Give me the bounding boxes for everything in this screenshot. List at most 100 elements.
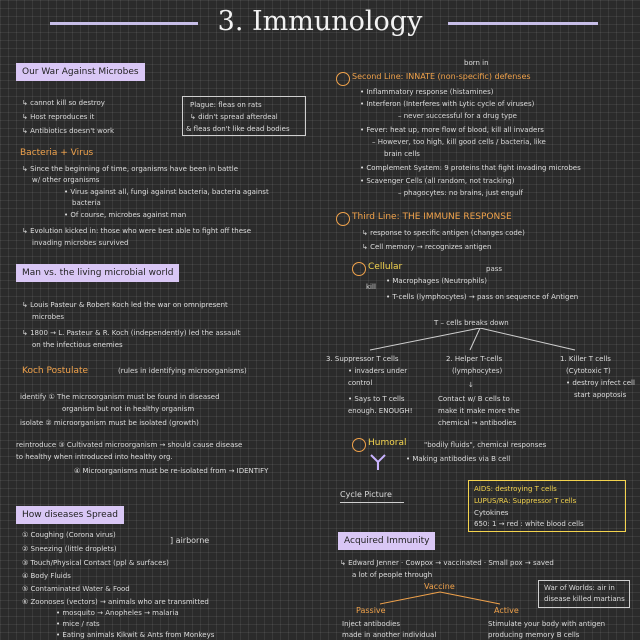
second-line-5: – However, too high, kill good cells / b… (372, 138, 546, 146)
kill-note: kill (366, 283, 376, 291)
second-line-9: – phagocytes: no brains, just engulf (398, 189, 523, 197)
cycle-picture-label: Cycle Picture (340, 490, 392, 499)
plague-line-3: & fleas don't like dead bodies (186, 125, 290, 133)
active-line-2: producing memory B cells (488, 631, 580, 639)
col2-line-4: Contact w/ B cells to (438, 395, 510, 403)
spread-line-4: ④ Body Fluids (22, 572, 71, 580)
second-line-1: • Inflammatory response (histamines) (360, 88, 494, 96)
third-line-number-circle (336, 212, 350, 226)
war-line-2: ↳ Host reproduces it (22, 113, 95, 121)
man-line-3: ↳ 1800 → L. Pasteur & R. Koch (independe… (22, 329, 241, 337)
bv-line-1: ↳ Since the beginning of time, organisms… (22, 165, 238, 173)
war-of-worlds-line-1: War of Worlds: air in (544, 584, 615, 592)
passive-line-1: Inject antibodies (342, 620, 401, 628)
title-rule-right (448, 22, 598, 25)
third-line-2: ↳ Cell memory → recognizes antigen (362, 243, 492, 251)
second-line-4: • Fever: heat up, more flow of blood, ki… (360, 126, 544, 134)
col2-line-3: ↓ (468, 381, 474, 389)
spread-line-1: ① Coughing (Corona virus) (22, 531, 116, 539)
man-heading: Man vs. the living microbial world (16, 264, 180, 282)
col2-line-5: make it make more the (438, 407, 520, 415)
koch-line-4: reintroduce ③ Cultivated microorganism →… (16, 441, 243, 449)
cellular-number-circle (352, 262, 366, 276)
humoral-number-circle (352, 438, 366, 452)
spread-line-5: ⑤ Contaminated Water & Food (22, 585, 130, 593)
acquired-line-1: ↳ Edward Jenner · Cowpox → vaccinated · … (340, 559, 554, 567)
second-line-heading: Second Line: INNATE (non-specific) defen… (352, 72, 531, 81)
third-line-heading: Third Line: THE IMMUNE RESPONSE (352, 212, 512, 222)
pass-note: pass (486, 265, 503, 273)
acquired-heading: Acquired Immunity (338, 532, 436, 550)
spread-line-2: ② Sneezing (little droplets) (22, 545, 117, 553)
spread-line-7: • mosquito → Anopheles → malaria (56, 609, 179, 617)
koch-line-1: identify ① The microorganism must be fou… (20, 393, 220, 401)
cycle-underline (340, 502, 404, 503)
col3-line-4: start apoptosis (574, 391, 627, 399)
koch-note: (rules in identifying microorganisms) (118, 367, 247, 375)
col1-line-1: 3. Suppressor T cells (326, 355, 399, 363)
tcells-title: T – cells breaks down (434, 319, 509, 327)
active-heading: Active (494, 606, 519, 615)
passive-line-2: made in another individual (342, 631, 437, 639)
koch-line-3: isolate ② microorganism must be isolated… (20, 419, 199, 427)
bv-line-6: ↳ Evolution kicked in: those who were be… (22, 227, 252, 235)
col3-line-3: • destroy infect cell (566, 379, 635, 387)
war-line-1: ↳ cannot kill so destroy (22, 99, 105, 107)
koch-line-6: ④ Microorganisms must be re-isolated fro… (74, 467, 269, 475)
man-line-2: microbes (32, 313, 65, 321)
bv-line-2: w/ other organisms (32, 176, 100, 184)
tcells-branch-lines (369, 328, 576, 351)
second-line-7: • Complement System: 9 proteins that fig… (360, 164, 581, 172)
bv-line-5: • Of course, microbes against man (64, 211, 187, 219)
war-line-3: ↳ Antibiotics doesn't work (22, 127, 115, 135)
plague-line-1: Plague: fleas on rats (190, 101, 262, 109)
second-line-number-circle (336, 72, 350, 86)
second-line-8: • Scavenger Cells (all random, not track… (360, 177, 515, 185)
col1-line-2: • invaders under (348, 367, 408, 375)
passive-heading: Passive (356, 606, 386, 615)
bv-line-3: • Virus against all, fungi against bacte… (64, 188, 269, 196)
aids-line-1: AIDS: destroying T cells (474, 485, 557, 493)
airborne-label: ] airborne (170, 536, 210, 545)
war-of-worlds-box (538, 580, 630, 608)
col1-line-4: • Says to T cells (348, 395, 405, 403)
vaccine-label: Vaccine (424, 582, 455, 591)
third-line-1: ↳ response to specific antigen (changes … (362, 229, 525, 237)
plague-box (182, 96, 306, 136)
koch-heading: Koch Postulate (22, 366, 89, 376)
aids-line-2: LUPUS/RA: Suppressor T cells (474, 497, 577, 505)
cellular-line-2: • T-cells (lymphocytes) → pass on sequen… (386, 293, 579, 301)
aids-line-3: Cytokines (474, 509, 509, 517)
humoral-line-1: "bodily fluids", chemical responses (424, 441, 547, 449)
col2-line-1: 2. Helper T-cells (446, 355, 503, 363)
bv-line-4: bacteria (72, 199, 101, 207)
spread-line-3: ③ Touch/Physical Contact (ppl & surfaces… (22, 559, 169, 567)
cellular-heading: Cellular (368, 262, 403, 272)
spread-line-9: • Eating animals Kikwit & Ants from Monk… (56, 631, 215, 639)
col1-line-3: control (348, 379, 373, 387)
antibody-y-icon (370, 454, 386, 470)
spread-line-8: • mice / rats (56, 620, 100, 628)
cellular-line-1: • Macrophages (Neutrophils) (386, 277, 487, 285)
second-line-6: brain cells (384, 150, 420, 158)
war-of-worlds-line-2: disease killed martians (544, 595, 625, 603)
vaccine-branch-lines (379, 591, 501, 605)
koch-line-5: to healthy when introduced into healthy … (16, 453, 173, 461)
man-line-1: ↳ Louis Pasteur & Robert Koch led the wa… (22, 301, 228, 309)
bacteria-virus-heading: Bacteria + Virus (20, 148, 94, 158)
born-in-note: born in (464, 59, 489, 67)
active-line-1: Stimulate your body with antigen (488, 620, 606, 628)
man-line-4: on the infectious enemies (32, 341, 123, 349)
plague-line-2: ↳ didn't spread afterdeal (190, 113, 278, 121)
aids-line-4: 650: 1 → red : white blood cells (474, 520, 584, 528)
humoral-heading: Humoral (368, 438, 407, 448)
second-line-2: • Interferon (Interferes with Lytic cycl… (360, 100, 535, 108)
spread-line-6: ⑥ Zoonoses (vectors) → animals who are t… (22, 598, 209, 606)
col3-line-2: (Cytotoxic T) (566, 367, 611, 375)
bv-line-7: invading microbes survived (32, 239, 129, 247)
page-title: 3. Immunology (217, 6, 423, 37)
col2-line-2: (lymphocytes) (452, 367, 503, 375)
second-line-3: – never successful for a drug type (398, 112, 517, 120)
aids-box (468, 480, 626, 532)
